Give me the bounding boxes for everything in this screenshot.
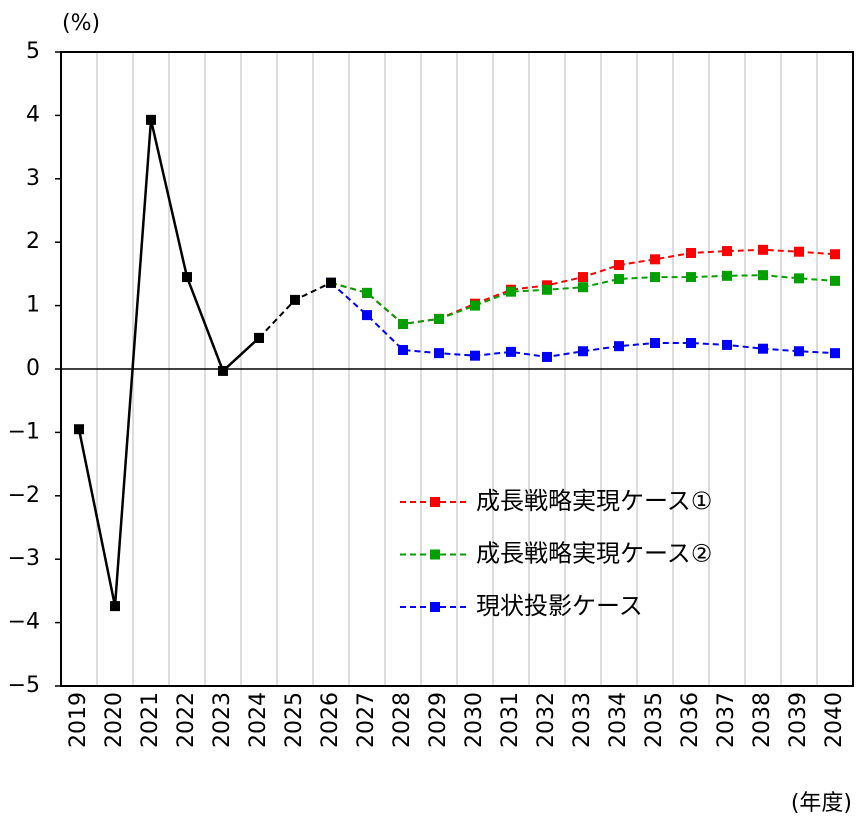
x-tick-label: 2040 bbox=[822, 692, 847, 748]
point bbox=[830, 348, 840, 359]
y-tick-label: −5 bbox=[8, 673, 40, 698]
x-tick-label: 2039 bbox=[786, 692, 811, 748]
point bbox=[290, 294, 300, 305]
point bbox=[362, 287, 372, 298]
y-tick-label: 3 bbox=[26, 166, 40, 191]
point bbox=[758, 343, 768, 354]
series-line bbox=[77, 119, 260, 607]
y-tick-label: 4 bbox=[26, 102, 40, 127]
point bbox=[110, 601, 120, 612]
point bbox=[758, 270, 768, 281]
x-tick-label: 2035 bbox=[642, 692, 667, 748]
point bbox=[470, 300, 480, 311]
point bbox=[722, 270, 732, 281]
x-tick-label: 2024 bbox=[246, 692, 271, 748]
point bbox=[398, 344, 408, 355]
point bbox=[722, 339, 732, 350]
point bbox=[434, 313, 444, 324]
point bbox=[182, 272, 192, 283]
legend-marker bbox=[430, 602, 440, 612]
series-line bbox=[258, 281, 332, 339]
point bbox=[794, 273, 804, 284]
point bbox=[614, 273, 624, 284]
y-tick-label: −4 bbox=[8, 610, 40, 635]
point bbox=[794, 346, 804, 357]
point bbox=[686, 247, 696, 258]
point bbox=[326, 277, 336, 288]
point bbox=[614, 341, 624, 352]
x-tick-label: 2028 bbox=[390, 692, 415, 748]
x-tick-label: 2019 bbox=[66, 692, 91, 748]
point bbox=[542, 351, 552, 362]
x-tick-label: 2030 bbox=[462, 692, 487, 748]
point bbox=[686, 338, 696, 349]
x-tick-label: 2033 bbox=[570, 692, 595, 748]
series-line bbox=[330, 282, 836, 358]
legend-marker bbox=[430, 497, 440, 507]
point bbox=[254, 332, 264, 343]
legend-label: 成長戦略実現ケース② bbox=[476, 540, 712, 568]
point bbox=[650, 338, 660, 349]
x-tick-label: 2022 bbox=[174, 692, 199, 748]
point bbox=[146, 114, 156, 125]
point bbox=[434, 348, 444, 359]
point bbox=[722, 246, 732, 257]
y-tick-label: 0 bbox=[26, 356, 40, 381]
point bbox=[74, 424, 84, 435]
x-tick-label: 2032 bbox=[534, 692, 559, 748]
point bbox=[794, 246, 804, 257]
point bbox=[830, 275, 840, 286]
point bbox=[362, 310, 372, 321]
x-tick-label: 2025 bbox=[282, 692, 307, 748]
point bbox=[650, 272, 660, 283]
point bbox=[578, 282, 588, 293]
legend-label: 現状投影ケース bbox=[476, 592, 643, 620]
point bbox=[506, 286, 516, 297]
legend-marker bbox=[430, 549, 440, 560]
x-tick-label: 2031 bbox=[498, 692, 523, 748]
point bbox=[542, 284, 552, 295]
x-tick-label: 2029 bbox=[426, 692, 451, 748]
x-tick-label: 2036 bbox=[678, 692, 703, 748]
y-axis-title: (%) bbox=[62, 11, 100, 36]
x-tick-label: 2021 bbox=[138, 692, 163, 748]
x-tick-label: 2038 bbox=[750, 692, 775, 748]
y-tick-label: 1 bbox=[26, 293, 40, 318]
point bbox=[758, 244, 768, 255]
x-tick-label: 2026 bbox=[318, 692, 343, 748]
x-tick-label: 2027 bbox=[354, 692, 379, 748]
point bbox=[398, 318, 408, 329]
point bbox=[470, 350, 480, 361]
x-tick-label: 2023 bbox=[210, 692, 235, 748]
y-tick-label: 2 bbox=[26, 229, 40, 254]
y-tick-label: −3 bbox=[8, 546, 40, 571]
y-tick-label: −2 bbox=[8, 483, 40, 508]
point bbox=[614, 260, 624, 271]
point bbox=[506, 346, 516, 357]
point bbox=[830, 249, 840, 260]
point bbox=[578, 346, 588, 357]
x-axis-title: (年度) bbox=[791, 791, 852, 816]
legend-label: 成長戦略実現ケース① bbox=[476, 487, 712, 515]
x-tick-label: 2037 bbox=[714, 692, 739, 748]
point bbox=[686, 272, 696, 283]
point bbox=[650, 254, 660, 265]
y-tick-label: −1 bbox=[8, 419, 40, 444]
point bbox=[218, 365, 228, 376]
x-tick-label: 2020 bbox=[102, 692, 127, 748]
point bbox=[578, 272, 588, 283]
x-tick-label: 2034 bbox=[606, 692, 631, 748]
y-tick-label: 5 bbox=[26, 39, 40, 64]
